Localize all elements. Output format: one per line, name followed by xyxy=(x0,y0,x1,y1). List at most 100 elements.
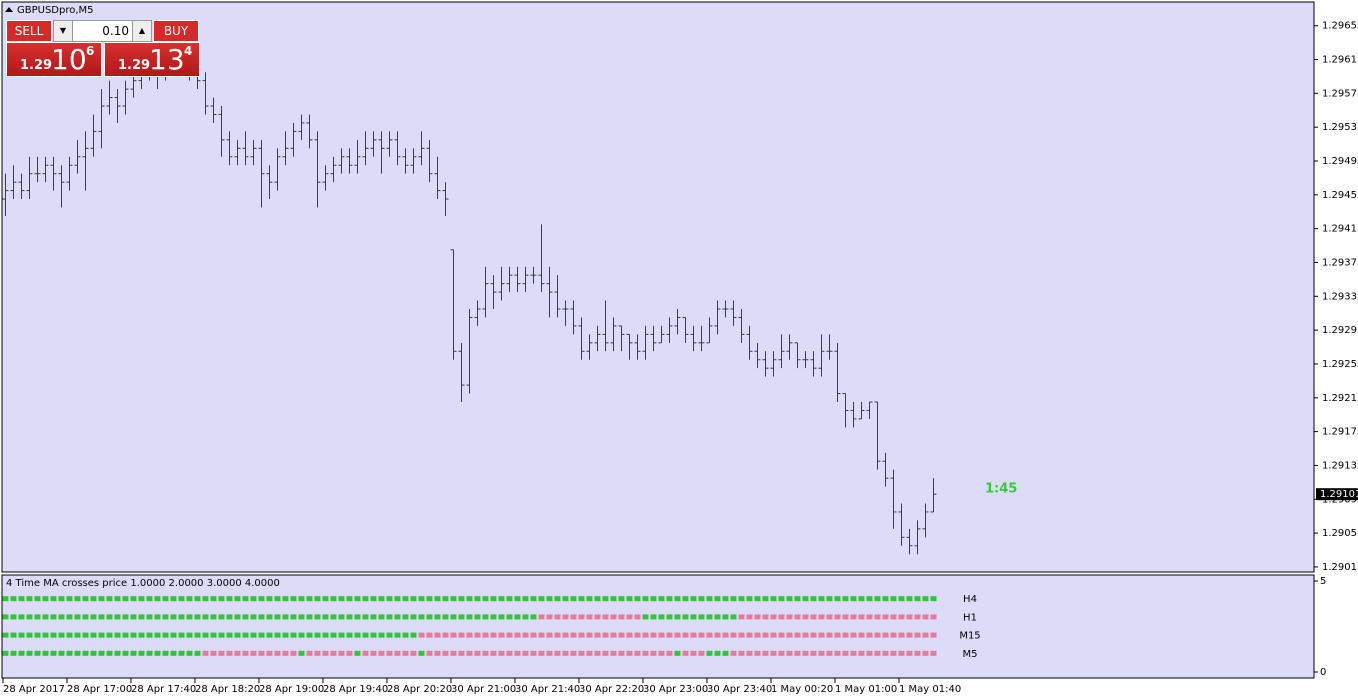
indicator-square xyxy=(66,632,73,638)
indicator-square xyxy=(314,614,321,620)
x-tick-label: 30 Apr 23:40 xyxy=(707,684,772,695)
indicator-square xyxy=(66,650,73,656)
indicator-square xyxy=(546,596,553,602)
indicator-square xyxy=(26,614,33,620)
indicator-square xyxy=(506,596,513,602)
indicator-square xyxy=(410,632,417,638)
indicator-square xyxy=(402,650,409,656)
indicator-square xyxy=(602,614,609,620)
bid-box[interactable]: 1.29 10 6 xyxy=(6,42,102,77)
lot-value[interactable]: 0.10 xyxy=(102,24,129,38)
indicator-square xyxy=(138,632,145,638)
indicator-square xyxy=(202,650,209,656)
y-tick-label: 1.29215 xyxy=(1322,393,1358,404)
indicator-square xyxy=(258,596,265,602)
indicator-square xyxy=(746,632,753,638)
sell-button[interactable]: SELL xyxy=(6,20,52,42)
indicator-square xyxy=(250,614,257,620)
y-tick-label: 1.29055 xyxy=(1322,528,1358,539)
indicator-square xyxy=(250,632,257,638)
lot-down[interactable]: ▼ xyxy=(54,21,73,41)
indicator-square xyxy=(2,596,9,602)
indicator-square xyxy=(18,632,25,638)
indicator-square xyxy=(514,632,521,638)
indicator-square xyxy=(778,632,785,638)
indicator-square xyxy=(42,632,49,638)
indicator-square xyxy=(18,614,25,620)
indicator-square xyxy=(34,596,41,602)
indicator-square xyxy=(2,650,9,656)
x-tick-label: 28 Apr 20:20 xyxy=(387,684,452,695)
indicator-square xyxy=(674,632,681,638)
indicator-square xyxy=(26,596,33,602)
indicator-square xyxy=(282,650,289,656)
indicator-square xyxy=(730,632,737,638)
indicator-square xyxy=(706,650,713,656)
indicator-square xyxy=(410,596,417,602)
x-tick-label: 30 Apr 21:00 xyxy=(451,684,516,695)
indicator-square xyxy=(930,632,937,638)
indicator-square xyxy=(482,650,489,656)
ask-big: 1.29 xyxy=(118,58,151,73)
indicator-square xyxy=(826,596,833,602)
indicator-square xyxy=(194,614,201,620)
indicator-square xyxy=(298,632,305,638)
indicator-square xyxy=(706,632,713,638)
indicator-square xyxy=(914,650,921,656)
indicator-square xyxy=(282,614,289,620)
indicator-square xyxy=(178,650,185,656)
x-tick-label: 28 Apr 19:40 xyxy=(323,684,388,695)
indicator-square xyxy=(826,632,833,638)
indicator-square xyxy=(538,596,545,602)
indicator-square xyxy=(698,596,705,602)
indicator-square xyxy=(210,650,217,656)
indicator-square xyxy=(306,596,313,602)
indicator-square xyxy=(554,596,561,602)
indicator-square xyxy=(922,650,929,656)
indicator-square xyxy=(386,596,393,602)
indicator-square xyxy=(234,614,241,620)
x-tick-label: 1 May 00:20 xyxy=(771,684,833,695)
x-tick-label: 28 Apr 17:40 xyxy=(131,684,196,695)
indicator-square xyxy=(874,650,881,656)
lot-up[interactable]: ▲ xyxy=(132,21,151,41)
buy-button[interactable]: BUY xyxy=(153,20,199,42)
indicator-square xyxy=(594,596,601,602)
indicator-square xyxy=(498,650,505,656)
indicator-square xyxy=(514,596,521,602)
indicator-square xyxy=(98,614,105,620)
indicator-square xyxy=(202,596,209,602)
indicator-square xyxy=(114,614,121,620)
indicator-square xyxy=(466,596,473,602)
indicator-square xyxy=(210,614,217,620)
y-tick-label: 1.29175 xyxy=(1322,427,1358,438)
indicator-square xyxy=(402,596,409,602)
indicator-square xyxy=(666,632,673,638)
indicator-square xyxy=(794,632,801,638)
ask-box[interactable]: 1.29 13 4 xyxy=(104,42,200,77)
indicator-square xyxy=(578,632,585,638)
indicator-square xyxy=(706,596,713,602)
collapse-arrow[interactable] xyxy=(5,7,13,12)
indicator-square xyxy=(826,614,833,620)
indicator-square xyxy=(466,614,473,620)
indicator-square xyxy=(218,614,225,620)
indicator-square xyxy=(354,632,361,638)
indicator-square xyxy=(610,596,617,602)
indicator-square xyxy=(378,614,385,620)
indicator-square xyxy=(530,614,537,620)
indicator-square xyxy=(370,650,377,656)
indicator-square xyxy=(26,650,33,656)
y-tick-label: 1.29135 xyxy=(1322,460,1358,471)
indicator-square xyxy=(682,650,689,656)
indicator-square xyxy=(434,596,441,602)
indicator-square xyxy=(386,632,393,638)
indicator-square xyxy=(266,632,273,638)
indicator-square xyxy=(618,596,625,602)
indicator-square xyxy=(106,650,113,656)
indicator-square xyxy=(402,614,409,620)
indicator-square xyxy=(186,596,193,602)
indicator-square xyxy=(146,614,153,620)
indicator-square xyxy=(58,650,65,656)
indicator-square xyxy=(554,632,561,638)
